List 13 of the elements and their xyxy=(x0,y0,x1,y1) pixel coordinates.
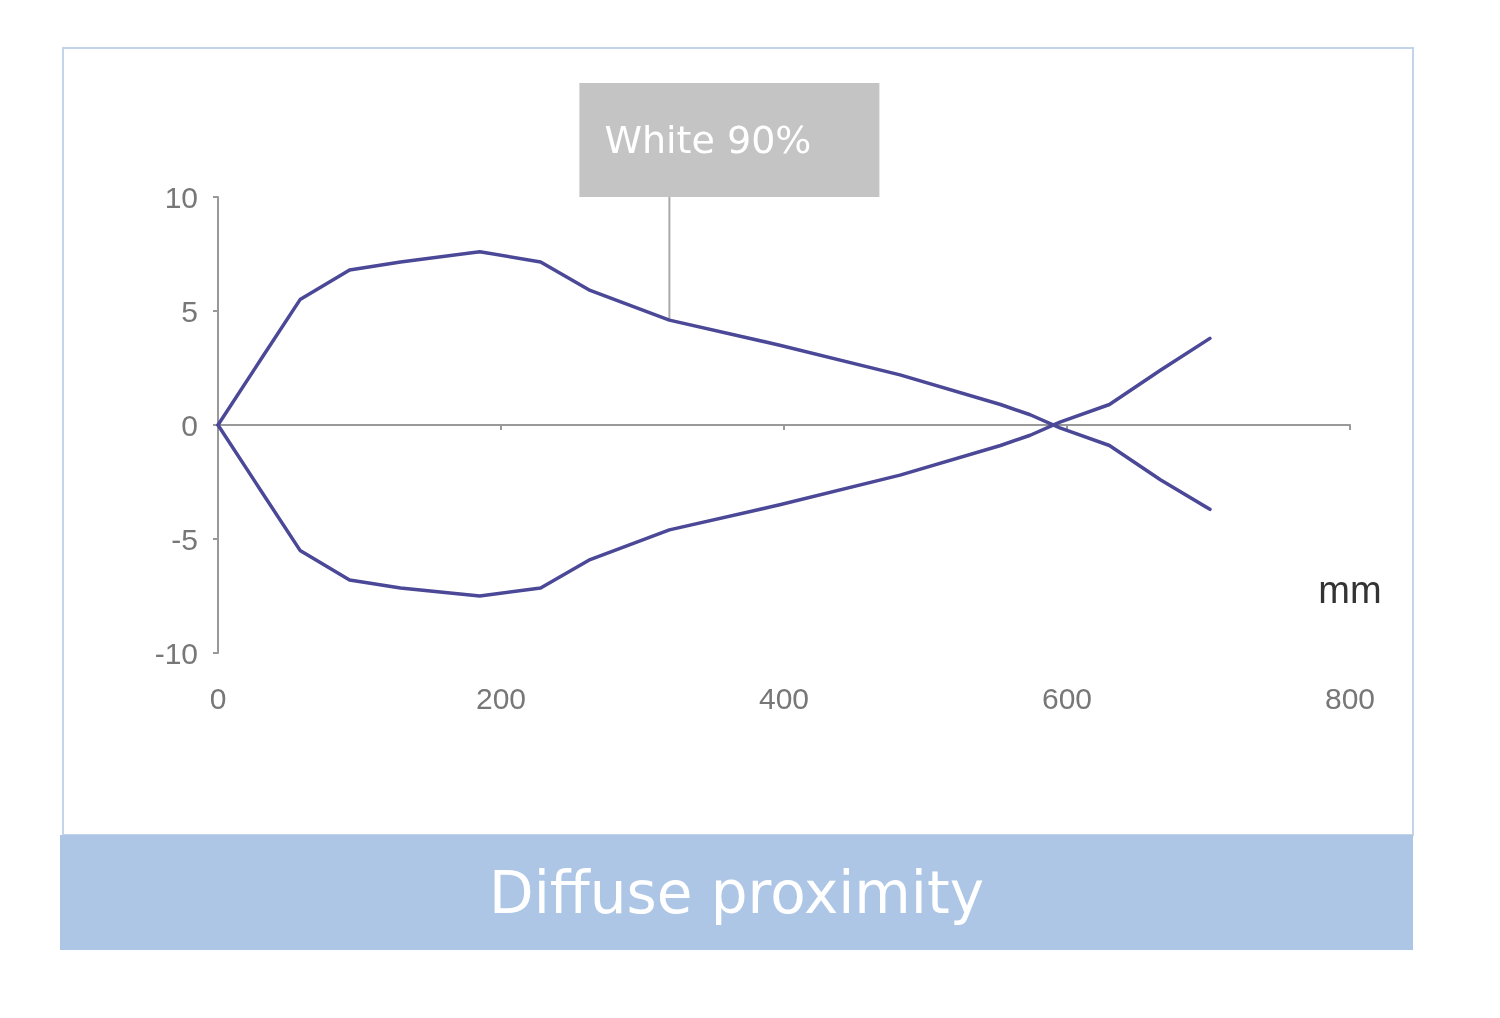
y-tick-label: -5 xyxy=(171,522,198,556)
y-tick-label: -10 xyxy=(154,636,198,670)
y-tick-label: 0 xyxy=(181,408,198,442)
x-tick-label: 800 xyxy=(1324,681,1376,715)
x-tick-label: 400 xyxy=(758,681,810,715)
x-axis-title: mm xyxy=(1318,569,1382,611)
x-tick-label: 600 xyxy=(1041,681,1093,715)
x-tick-label: 200 xyxy=(475,681,527,715)
y-tick-label: 10 xyxy=(164,180,198,214)
annotation: White 90% xyxy=(604,118,812,162)
x-tick-label: 0 xyxy=(209,681,227,715)
y-tick-label: 5 xyxy=(181,294,198,328)
text: Diffuse proximity xyxy=(60,835,1413,950)
